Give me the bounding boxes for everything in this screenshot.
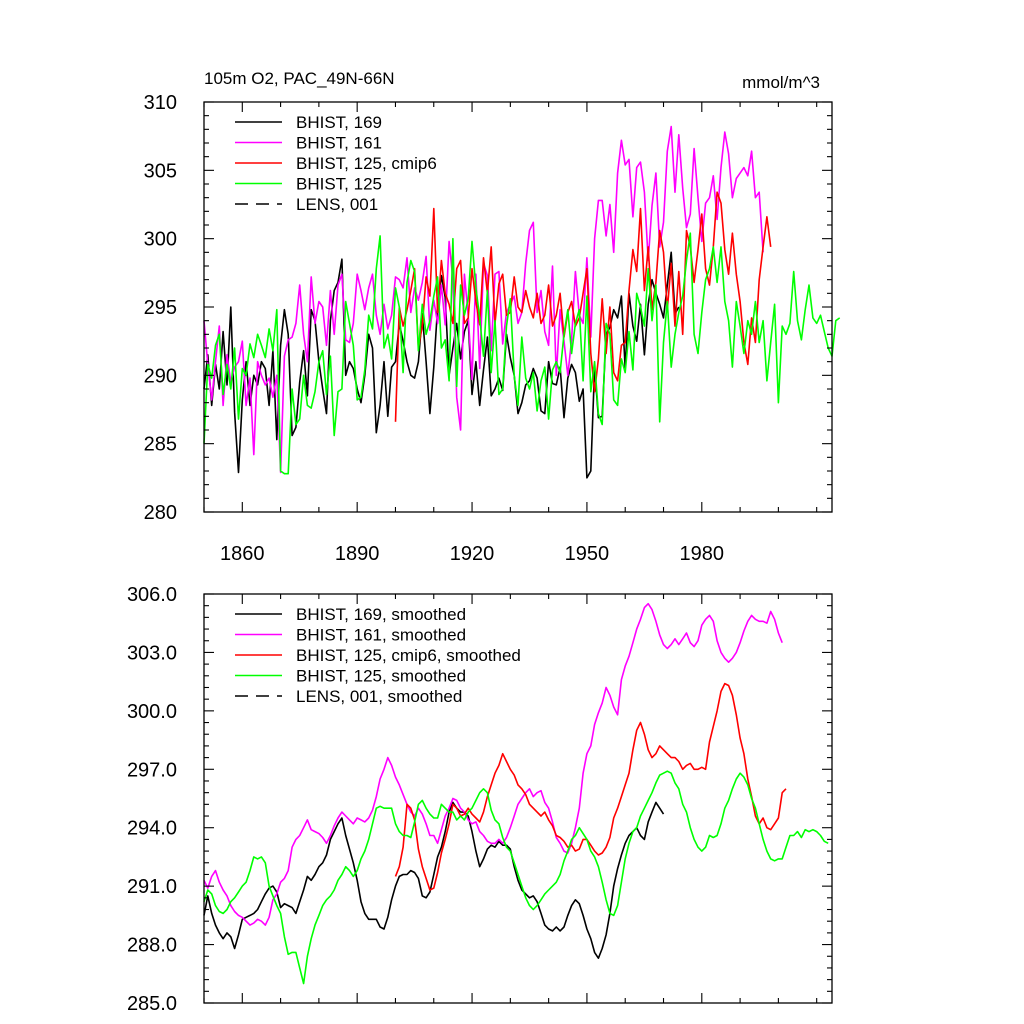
bottom-legend-label-bhist-169-smoothed: BHIST, 169, smoothed [296, 605, 466, 624]
bottom-series-bhist-169-smoothed [203, 801, 665, 960]
top-axes: 280 285 290 295 300 305 310 1860 1890 1920 1950 198… [144, 92, 833, 565]
bottom-y-tick-label: 297.0 [127, 759, 177, 781]
bottom-legend-label-bhist-125-smoothed: BHIST, 125, smoothed [296, 667, 466, 686]
bottom-y-tick-label: 285.0 [127, 993, 177, 1015]
bottom-series-bhist-125-smoothed [203, 770, 829, 985]
top-series-group [203, 125, 841, 479]
top-x-tick-label: 1860 [220, 543, 265, 565]
bottom-legend-label-bhist-125-cmip6-smoothed: BHIST, 125, cmip6, smoothed [296, 646, 521, 665]
bottom-legend: BHIST, 169, smoothed BHIST, 161, smoothed… [235, 605, 521, 706]
bottom-legend-label-bhist-161-smoothed: BHIST, 161, smoothed [296, 626, 466, 645]
top-y-tick-label: 285 [144, 434, 177, 456]
top-legend-label-bhist-125: BHIST, 125 [296, 175, 382, 194]
bottom-series-bhist-161-smoothed [203, 602, 783, 926]
top-y-tick-label: 290 [144, 365, 177, 387]
units-label: mmol/m^3 [742, 73, 820, 92]
bottom-legend-label-lens-001-smoothed: LENS, 001, smoothed [296, 687, 462, 706]
bottom-y-tick-label: 288.0 [127, 935, 177, 957]
chart-title: 105m O2, PAC_49N-66N [204, 69, 395, 88]
top-y-tick-label: 300 [144, 229, 177, 251]
top-y-tick-label: 305 [144, 160, 177, 182]
bottom-y-tick-label: 306.0 [127, 584, 177, 606]
top-y-tick-label: 280 [144, 502, 177, 524]
top-legend-label-bhist-161: BHIST, 161 [296, 134, 382, 153]
top-x-tick-label: 1920 [450, 543, 495, 565]
top-x-tick-label: 1890 [335, 543, 380, 565]
top-legend-label-bhist-125-cmip6: BHIST, 125, cmip6 [296, 154, 437, 173]
bottom-y-tick-label: 291.0 [127, 876, 177, 898]
top-y-tick-label: 310 [144, 92, 177, 114]
bottom-y-tick-label: 300.0 [127, 701, 177, 723]
bottom-panel: 285.0 288.0 291.0 294.0 297.0 300.0 303.0 306.0… [127, 584, 833, 1015]
bottom-series-bhist-125-cmip6-smoothed [394, 682, 787, 891]
bottom-y-tick-label: 294.0 [127, 818, 177, 840]
top-series-bhist-161 [203, 125, 764, 474]
bottom-axes: 285.0 288.0 291.0 294.0 297.0 300.0 303.0 306.0 [127, 584, 833, 1015]
top-x-tick-label: 1950 [565, 543, 610, 565]
top-panel: 105m O2, PAC_49N-66N mmol/m^3 2802852902… [144, 69, 841, 565]
bottom-plot-frame [203, 593, 833, 1004]
top-series-bhist-125-cmip6 [394, 191, 772, 422]
top-y-tick-label: 295 [144, 297, 177, 319]
bottom-series-group [203, 602, 829, 985]
top-series-bhist-125 [203, 232, 841, 475]
top-legend-label-bhist-169: BHIST, 169 [296, 113, 382, 132]
top-x-tick-label: 1980 [680, 543, 725, 565]
bottom-y-tick-label: 303.0 [127, 642, 177, 664]
top-legend-label-lens-001: LENS, 001 [296, 195, 378, 214]
